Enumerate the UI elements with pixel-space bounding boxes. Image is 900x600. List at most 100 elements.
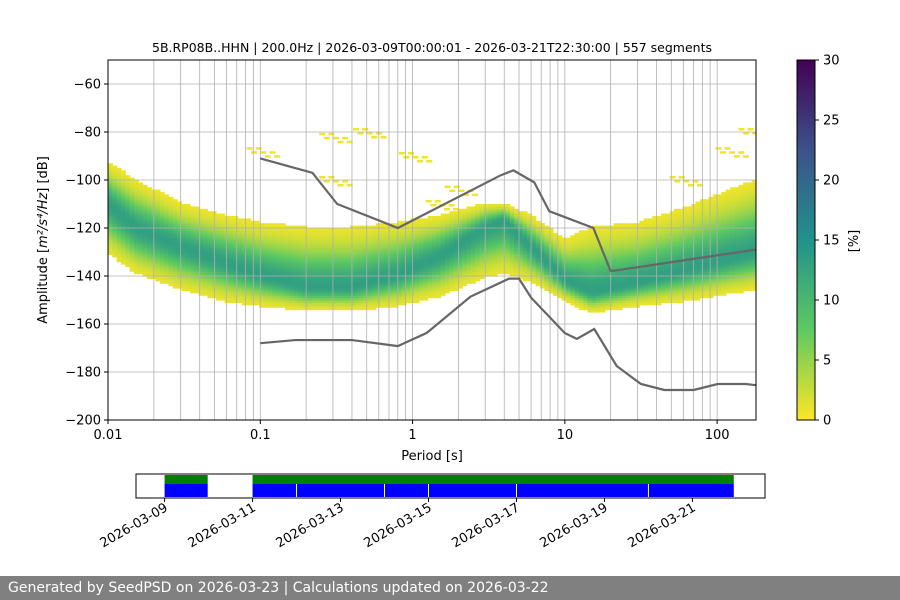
heatmap-cell [578,292,584,296]
heatmap-cell [311,244,316,248]
heatmap-cell [449,266,455,270]
heatmap-cell [380,271,386,275]
heatmap-cell [168,218,174,222]
heatmap-cell [656,244,662,248]
heatmap-cell [587,280,593,284]
heatmap-cell [108,237,113,241]
heatmap-cell [177,216,183,219]
heatmap-cell [721,220,727,224]
heatmap-cell [531,271,537,275]
heatmap-cell [509,242,515,246]
heatmap-cell [289,259,295,263]
heatmap-cell [427,240,433,243]
heatmap-cell [224,232,230,236]
heatmap-cell [319,249,325,253]
heatmap-cell [406,249,411,253]
heatmap-cell [639,297,645,301]
heatmap-cell [198,278,204,282]
heatmap-cell [462,266,468,270]
heatmap-cell [708,230,714,234]
heatmap-cell [648,290,653,294]
heatmap-cell [324,290,329,294]
heatmap-cell [686,295,692,299]
heatmap-cell [509,232,515,236]
heatmap-cell [259,259,265,263]
heatmap-cell [669,256,675,260]
heatmap-cell [527,256,532,260]
heatmap-cell [336,228,342,231]
heatmap-cell [432,295,437,299]
heatmap-cell [380,300,386,303]
heatmap-cell [254,259,260,263]
heatmap-cell [380,242,386,246]
heatmap-cell [298,271,303,275]
heatmap-cell [177,208,183,212]
heatmap-cell [177,276,183,279]
heatmap-cell [311,261,316,265]
heatmap-cell [626,304,632,308]
heatmap-cell [591,280,597,284]
heatmap-cell [514,254,519,258]
heatmap-cell [319,307,325,311]
heatmap-cell [695,218,701,222]
heatmap-cell [194,278,200,282]
heatmap-cell [125,242,131,246]
heatmap-cell [427,256,433,260]
heatmap-cell [565,295,571,299]
heatmap-cell [371,271,377,275]
heatmap-cell [414,295,420,299]
heatmap-cell [604,280,610,284]
heatmap-cell [423,235,429,239]
heatmap-cell [669,273,675,277]
heatmap-cell [656,216,662,219]
heatmap-cell [427,220,433,224]
heatmap-cell [708,256,714,260]
heatmap-cell [669,290,675,294]
heatmap-cell [293,276,299,279]
heatmap-cell [462,220,468,224]
heatmap-cell [626,249,632,253]
heatmap-cell [267,290,273,294]
heatmap-cell [216,276,221,279]
heatmap-cell [220,276,226,279]
heatmap-cell [427,276,433,279]
heatmap-cell [626,276,632,279]
heatmap-cell [371,283,377,287]
heatmap-cell [159,194,165,198]
heatmap-cell [596,290,602,294]
heatmap-cell [561,285,567,289]
heatmap-cell [721,244,727,248]
heatmap-cell [324,278,329,282]
heatmap-cell [721,280,727,284]
heatmap-cell [116,180,122,183]
heatmap-cell [185,223,191,227]
heatmap-cell [578,264,584,267]
heatmap-cell [457,280,463,284]
heatmap-cell [496,259,502,263]
heatmap-cell [276,268,282,272]
heatmap-cell [427,242,433,246]
heatmap-cell [514,242,519,246]
heatmap-cell [362,240,368,243]
heatmap-cell [540,244,545,248]
heatmap-cell [686,237,692,241]
heatmap-cell [609,304,615,308]
heatmap-cell [164,204,170,207]
heatmap-cell [198,225,204,229]
heatmap-cell [678,297,684,301]
heatmap-cell [285,240,291,243]
heatmap-cell [198,292,204,296]
heatmap-cell [604,268,610,272]
heatmap-cell [112,232,118,236]
heatmap-cell [319,264,325,267]
heatmap-cell [272,225,278,229]
heatmap-cell [315,249,321,253]
heatmap-cell [578,240,584,243]
heatmap-cell [609,288,615,291]
heatmap-cell [159,259,165,263]
heatmap-cell [159,199,165,203]
heatmap-cell [311,304,316,308]
heatmap-cell [518,247,524,251]
heatmap-cell [129,208,135,212]
heatmap-cell [177,211,183,215]
